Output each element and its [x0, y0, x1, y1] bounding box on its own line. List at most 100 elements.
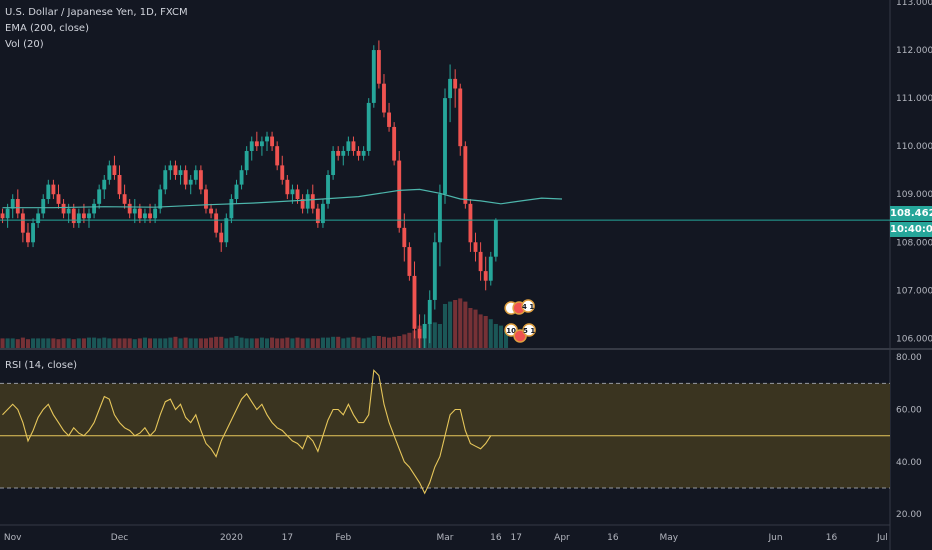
volume-bar — [325, 337, 331, 348]
volume-bar — [183, 337, 188, 348]
volume-bar — [224, 338, 229, 348]
volume-bar — [331, 336, 336, 348]
candle-body — [254, 141, 259, 147]
candle-body — [382, 83, 386, 113]
candle-body — [473, 242, 478, 252]
volume-bar — [366, 337, 371, 348]
volume-bar — [66, 338, 71, 348]
event-badges[interactable]: 4 1 10 5 1 — [504, 299, 536, 343]
ema-legend[interactable]: EMA (200, close) — [5, 23, 89, 34]
candle-body — [275, 146, 280, 166]
volume-bar — [198, 338, 203, 348]
candle-body — [270, 136, 275, 147]
candle-body — [137, 208, 142, 219]
candle-body — [280, 165, 285, 180]
volume-bar — [46, 338, 51, 348]
time-tick-label: 2020 — [220, 533, 243, 543]
volume-bar — [483, 316, 488, 348]
candle-body — [219, 232, 224, 243]
candle-body — [81, 213, 86, 219]
candle-body — [0, 213, 5, 219]
price-tick-label: 108.000 — [896, 238, 932, 248]
candle-body — [153, 208, 158, 219]
price-tick-label: 113.000 — [896, 0, 932, 8]
candle-body — [427, 299, 432, 324]
volume-bar — [270, 337, 275, 348]
candle-body — [20, 213, 25, 233]
candle-body — [468, 203, 473, 243]
rsi-tick-label: 80.00 — [896, 353, 922, 363]
volume-bar — [239, 337, 244, 348]
volume-bar — [351, 336, 356, 348]
candle-body — [56, 194, 61, 204]
volume-bar — [488, 319, 493, 348]
candle-body — [483, 271, 488, 281]
volume-bar — [468, 308, 473, 348]
vol-legend[interactable]: Vol (20) — [5, 39, 44, 50]
volume-bar — [51, 338, 56, 348]
candle-body — [97, 189, 102, 204]
candle-body — [209, 208, 213, 214]
symbol-legend[interactable]: U.S. Dollar / Japanese Yen, 1D, FXCM — [5, 7, 188, 18]
time-tick-label: Dec — [111, 533, 128, 543]
rsi-legend[interactable]: RSI (14, close) — [5, 360, 78, 371]
candle-body — [412, 275, 417, 329]
candle-body — [285, 179, 290, 195]
rsi-axis[interactable]: 20.00 40.00 60.00 80.00 — [896, 353, 922, 520]
candle-body — [249, 141, 254, 151]
price-tick-label: 112.000 — [896, 46, 932, 56]
volume-bar — [402, 334, 407, 348]
candle-body — [407, 247, 412, 276]
rsi-tick-label: 40.00 — [896, 458, 922, 468]
volume-bar — [315, 338, 320, 348]
volume-bar — [56, 339, 61, 348]
price-tick-label: 109.000 — [896, 190, 932, 200]
candle-body — [229, 199, 234, 219]
volume-bar — [285, 337, 290, 348]
candle-body — [26, 232, 30, 243]
volume-bar — [234, 336, 239, 348]
volume-bar — [193, 338, 198, 348]
candle-body — [198, 170, 203, 190]
volume-bar — [76, 338, 81, 348]
price-axis[interactable]: 106.000 107.000 108.000 109.000 110.000 111.0… — [896, 0, 932, 344]
volume-bar — [112, 338, 117, 348]
rsi-pane — [0, 369, 890, 495]
candle-body — [310, 194, 315, 209]
volume-bar — [361, 338, 366, 348]
candle-body — [392, 126, 397, 161]
candle-body — [178, 170, 183, 175]
candle-body — [112, 165, 117, 175]
volume-bar — [92, 337, 97, 348]
volume-bar — [153, 338, 158, 348]
price-series — [0, 40, 498, 348]
time-tick-label: Nov — [4, 533, 22, 543]
volume-bar — [381, 336, 387, 348]
volume-bar — [209, 337, 214, 348]
candle-body — [346, 141, 351, 151]
candle-body — [351, 141, 356, 151]
volume-bar — [254, 338, 259, 348]
volume-bar — [163, 338, 168, 348]
candle-body — [132, 208, 137, 214]
candle-body — [163, 170, 168, 190]
volume-bar — [346, 337, 351, 348]
candle-body — [315, 208, 320, 224]
candle-body — [397, 160, 402, 228]
event-badge-f-circle — [522, 323, 536, 337]
candle-body — [183, 170, 188, 185]
candle-body — [356, 150, 361, 156]
volume-bar — [168, 337, 173, 348]
volume-bar — [142, 337, 147, 348]
candle-body — [76, 213, 81, 224]
volume-bar — [173, 336, 178, 348]
candle-body — [102, 179, 107, 190]
candle-body — [92, 203, 97, 214]
volume-bar — [244, 338, 249, 348]
time-axis[interactable]: Nov Dec 2020 17 Feb Mar 16 17 Apr 16 May Jun 16 Jul — [4, 533, 888, 543]
time-tick-label: 16 — [490, 533, 502, 543]
rsi-tick-label: 20.00 — [896, 510, 922, 520]
volume-bar — [132, 339, 137, 348]
volume-bar — [432, 322, 437, 348]
time-tick-label: 16 — [826, 533, 838, 543]
